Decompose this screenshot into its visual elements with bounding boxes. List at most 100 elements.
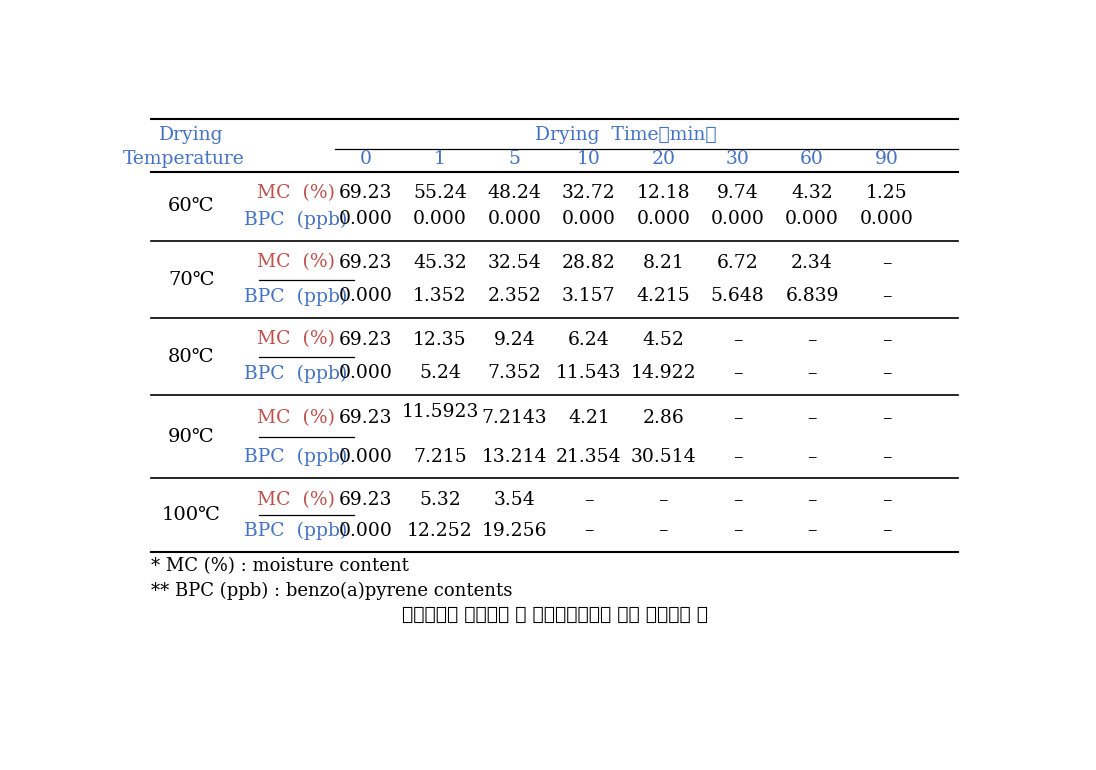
Text: 60: 60: [800, 150, 824, 169]
Text: 5.32: 5.32: [419, 490, 461, 509]
Text: –: –: [808, 490, 817, 509]
Text: 19.256: 19.256: [481, 521, 547, 540]
Text: MC  (%): MC (%): [256, 184, 335, 203]
Text: 70℃: 70℃: [168, 270, 215, 289]
Text: –: –: [881, 287, 891, 306]
Text: Drying: Drying: [159, 126, 224, 144]
Text: 6.24: 6.24: [568, 330, 609, 349]
Text: –: –: [808, 521, 817, 540]
Text: –: –: [584, 490, 594, 509]
Text: –: –: [584, 521, 594, 540]
Text: MC  (%): MC (%): [256, 409, 335, 427]
Text: 13.214: 13.214: [481, 447, 547, 466]
Text: BPC  (ppb): BPC (ppb): [244, 287, 347, 306]
Text: –: –: [659, 490, 667, 509]
Text: 0.000: 0.000: [710, 210, 765, 229]
Text: 0.000: 0.000: [339, 521, 392, 540]
Text: 20: 20: [651, 150, 675, 169]
Text: –: –: [733, 409, 742, 427]
Text: –: –: [881, 447, 891, 466]
Text: Temperature: Temperature: [123, 150, 244, 169]
Text: 0.000: 0.000: [339, 364, 392, 383]
Text: 100℃: 100℃: [162, 506, 220, 524]
Text: * MC (%) : moisture content: * MC (%) : moisture content: [151, 557, 409, 575]
Text: 0.000: 0.000: [339, 447, 392, 466]
Text: MC  (%): MC (%): [256, 490, 335, 509]
Text: –: –: [881, 521, 891, 540]
Text: –: –: [733, 447, 742, 466]
Text: 90: 90: [875, 150, 899, 169]
Text: 60℃: 60℃: [168, 197, 215, 216]
Text: –: –: [808, 330, 817, 349]
Text: –: –: [733, 490, 742, 509]
Text: BPC  (ppb): BPC (ppb): [244, 210, 347, 229]
Text: 12.35: 12.35: [413, 330, 467, 349]
Text: 32.72: 32.72: [562, 184, 616, 203]
Text: 4.32: 4.32: [791, 184, 833, 203]
Text: 12.252: 12.252: [407, 521, 472, 540]
Text: 3.157: 3.157: [562, 287, 616, 306]
Text: BPC  (ppb): BPC (ppb): [244, 364, 347, 383]
Text: 8.21: 8.21: [642, 253, 684, 272]
Text: 0.000: 0.000: [562, 210, 616, 229]
Text: 14.922: 14.922: [630, 364, 696, 383]
Text: 2.86: 2.86: [642, 409, 684, 427]
Text: 7.215: 7.215: [413, 447, 467, 466]
Text: 1.352: 1.352: [413, 287, 467, 306]
Text: 4.52: 4.52: [642, 330, 684, 349]
Text: 7.352: 7.352: [488, 364, 541, 383]
Text: 5.648: 5.648: [710, 287, 765, 306]
Text: 10: 10: [576, 150, 601, 169]
Text: 80℃: 80℃: [168, 347, 215, 366]
Text: 90℃: 90℃: [168, 428, 215, 447]
Text: 69.23: 69.23: [339, 409, 392, 427]
Text: –: –: [733, 330, 742, 349]
Text: 4.21: 4.21: [568, 409, 609, 427]
Text: 4.215: 4.215: [637, 287, 690, 306]
Text: –: –: [733, 521, 742, 540]
Text: –: –: [881, 490, 891, 509]
Text: 30: 30: [726, 150, 750, 169]
Text: 0.000: 0.000: [637, 210, 690, 229]
Text: –: –: [659, 521, 667, 540]
Text: MC  (%): MC (%): [256, 330, 335, 349]
Text: –: –: [808, 409, 817, 427]
Text: 55.24: 55.24: [413, 184, 467, 203]
Text: 45.32: 45.32: [413, 253, 467, 272]
Text: –: –: [881, 330, 891, 349]
Text: 6.72: 6.72: [717, 253, 758, 272]
Text: 3.54: 3.54: [493, 490, 535, 509]
Text: 11.543: 11.543: [556, 364, 621, 383]
Text: 1: 1: [434, 150, 446, 169]
Text: 6.839: 6.839: [785, 287, 838, 306]
Text: MC  (%): MC (%): [256, 253, 335, 272]
Text: 28.82: 28.82: [562, 253, 616, 272]
Text: 2.34: 2.34: [791, 253, 833, 272]
Text: 0.000: 0.000: [339, 287, 392, 306]
Text: 21.354: 21.354: [556, 447, 621, 466]
Text: 0.000: 0.000: [859, 210, 913, 229]
Text: 69.23: 69.23: [339, 184, 392, 203]
Text: –: –: [881, 253, 891, 272]
Text: 69.23: 69.23: [339, 490, 392, 509]
Text: 2.352: 2.352: [488, 287, 541, 306]
Text: ＜녹차잎의 비열처리 및 송풍식건조법에 의한 준비과정 ＞: ＜녹차잎의 비열처리 및 송풍식건조법에 의한 준비과정 ＞: [402, 606, 708, 624]
Text: 69.23: 69.23: [339, 253, 392, 272]
Text: 0: 0: [359, 150, 372, 169]
Text: 12.18: 12.18: [637, 184, 690, 203]
Text: 9.74: 9.74: [717, 184, 758, 203]
Text: 1.25: 1.25: [866, 184, 907, 203]
Text: –: –: [808, 364, 817, 383]
Text: 0.000: 0.000: [488, 210, 541, 229]
Text: –: –: [808, 447, 817, 466]
Text: 11.5923: 11.5923: [401, 403, 479, 421]
Text: 9.24: 9.24: [493, 330, 535, 349]
Text: 32.54: 32.54: [488, 253, 541, 272]
Text: 48.24: 48.24: [488, 184, 541, 203]
Text: 69.23: 69.23: [339, 330, 392, 349]
Text: –: –: [881, 364, 891, 383]
Text: 30.514: 30.514: [630, 447, 696, 466]
Text: ** BPC (ppb) : benzo(a)pyrene contents: ** BPC (ppb) : benzo(a)pyrene contents: [151, 581, 512, 600]
Text: –: –: [733, 364, 742, 383]
Text: 5: 5: [509, 150, 521, 169]
